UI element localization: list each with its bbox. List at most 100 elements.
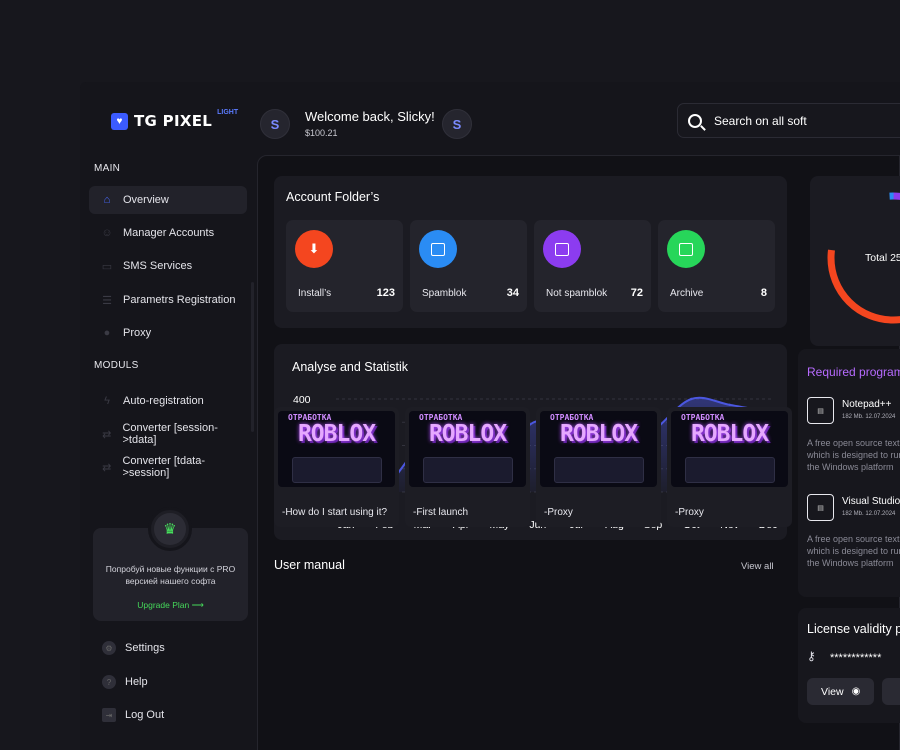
main-panel: Account Folder’s ⬇ Install’s 123 Spamblo… xyxy=(257,155,900,750)
app-window: ♥ TG PIXEL LIGHT S Welcome back, Slicky!… xyxy=(80,82,900,750)
notepad-icon[interactable]: ▤ xyxy=(807,397,834,424)
program-meta: 182 Mb. 12.07.2024 xyxy=(842,511,896,517)
folder-count: 72 xyxy=(630,287,643,299)
convert-icon: ⇄ xyxy=(102,428,112,441)
sidebar-item-label: Overview xyxy=(123,194,169,206)
sidebar-item-parametrs-registration[interactable]: ☰ Parametrs Registration xyxy=(89,286,247,314)
brand-tag: LIGHT xyxy=(217,108,239,116)
account-folders-card: Account Folder’s ⬇ Install’s 123 Spamblo… xyxy=(274,176,787,328)
sidebar-scrollbar[interactable] xyxy=(251,282,254,432)
program-name[interactable]: Visual Studio Code xyxy=(842,496,900,507)
sidebar-item-converter-session-tdata[interactable]: ⇄ Converter [session->tdata] xyxy=(89,420,247,448)
program-meta: 182 Mb. 12.07.2024 xyxy=(842,414,896,420)
thumbnail-art: ROBLOX xyxy=(559,421,638,447)
message-icon: ▭ xyxy=(101,260,113,273)
welcome-text: Welcome back, Slicky! xyxy=(305,109,435,124)
sidebar-item-label: Log Out xyxy=(125,709,165,721)
sidebar-item-label: Settings xyxy=(125,642,165,654)
section-title-main: MAIN xyxy=(94,163,121,174)
sidebar-item-sms-services[interactable]: ▭ SMS Services xyxy=(89,252,247,280)
manual-card[interactable]: ОТРАБОТКА ROBLOX -How do I start using i… xyxy=(274,407,399,527)
secondary-button[interactable] xyxy=(882,678,900,705)
heart-icon: ♥ xyxy=(111,112,128,130)
manual-thumbnail: ОТРАБОТКА ROBLOX xyxy=(278,411,395,487)
program-desc: A free open source text editor, which is… xyxy=(807,438,900,472)
manual-card[interactable]: ОТРАБОТКА ROBLOX -Proxy xyxy=(667,407,792,527)
thumbnail-art-top: ОТРАБОТКА xyxy=(550,413,594,422)
sidebar-item-label: Parametrs Registration xyxy=(123,294,236,306)
sidebar-item-label: Converter [tdata->session] xyxy=(122,455,206,479)
sidebar-item-auto-registration[interactable]: ϟ Auto-registration xyxy=(89,387,247,415)
convert-icon: ⇄ xyxy=(102,461,112,474)
required-program-title: Required program xyxy=(807,365,900,379)
manual-caption: -First launch xyxy=(413,507,469,518)
key-icon: ⚷ xyxy=(807,649,816,663)
manual-caption: -Proxy xyxy=(544,507,573,518)
sidebar-item-help[interactable]: ? Help xyxy=(102,675,148,689)
thumbnail-art-top: ОТРАБОТКА xyxy=(288,413,332,422)
help-icon: ? xyxy=(102,675,116,689)
folder-count: 123 xyxy=(376,287,395,299)
sidebar-item-converter-tdata-session[interactable]: ⇄ Converter [tdata->session] xyxy=(89,453,247,481)
archive-up-icon xyxy=(543,230,581,268)
thumbnail-art: ROBLOX xyxy=(690,421,769,447)
donut-chart xyxy=(827,192,900,324)
brand-name: TG PIXEL xyxy=(134,112,213,130)
thumbnail-art-top: ОТРАБОТКА xyxy=(681,413,725,422)
globe-icon: ● xyxy=(103,327,111,339)
view-all-link[interactable]: View all xyxy=(741,561,774,572)
data-point-oct xyxy=(690,397,693,401)
sidebar-item-settings[interactable]: ⚙ Settings xyxy=(102,641,165,655)
download-icon: ⬇ xyxy=(295,230,333,268)
data-point-nov xyxy=(728,403,731,407)
folder-archive[interactable]: Archive 8 xyxy=(658,220,775,312)
sidebar-item-overview[interactable]: ⌂ Overview xyxy=(89,186,247,214)
search-input[interactable] xyxy=(714,113,894,128)
required-program-card: Required program ▤ Notepad++ 182 Mb. 12.… xyxy=(798,349,900,597)
crown-badge: ♛ xyxy=(148,507,192,551)
folder-count: 8 xyxy=(760,287,767,299)
folder-count: 34 xyxy=(506,287,519,299)
folder-not-spamblok[interactable]: Not spamblok 72 xyxy=(534,220,651,312)
folder-installs[interactable]: ⬇ Install’s 123 xyxy=(286,220,403,312)
user-manual-title: User manual xyxy=(274,558,345,572)
logout-icon: ⇥ xyxy=(102,708,116,722)
manual-caption: -How do I start using it? xyxy=(282,507,388,518)
account-folders-title: Account Folder’s xyxy=(286,190,380,204)
promo-text: Попробуй новые функции с PRO версией наш… xyxy=(105,564,236,586)
sidebar-item-log-out[interactable]: ⇥ Log Out xyxy=(102,708,164,722)
user-icon: ☺ xyxy=(101,227,113,239)
folder-label: Archive xyxy=(670,288,704,299)
section-title-modules: MODULS xyxy=(94,360,139,371)
vscode-icon[interactable]: ▤ xyxy=(807,494,834,521)
manual-card[interactable]: ОТРАБОТКА ROBLOX -First launch xyxy=(405,407,530,527)
chart-title: Analyse and Statistik xyxy=(292,360,409,374)
view-button[interactable]: View ◉ xyxy=(807,678,874,705)
donut-total-label: Total 25 xyxy=(865,252,900,264)
program-name[interactable]: Notepad++ xyxy=(842,399,892,410)
thumbnail-dashboard xyxy=(554,457,644,483)
search-box[interactable] xyxy=(677,103,900,138)
upgrade-plan-link[interactable]: Upgrade Plan ⟶ xyxy=(137,600,204,610)
manual-thumbnail: ОТРАБОТКА ROBLOX xyxy=(671,411,788,487)
avatar[interactable]: S xyxy=(260,109,290,139)
crown-icon: ♛ xyxy=(154,513,186,545)
wallet-icon[interactable]: S xyxy=(442,109,472,139)
thumbnail-dashboard xyxy=(423,457,513,483)
folder-spamblok[interactable]: Spamblok 34 xyxy=(410,220,527,312)
thumbnail-art: ROBLOX xyxy=(297,421,376,447)
eye-icon: ◉ xyxy=(851,686,861,697)
sidebar-item-label: Help xyxy=(125,676,148,688)
gear-icon: ⚙ xyxy=(102,641,116,655)
donut-segment-orange xyxy=(827,192,900,324)
thumbnail-dashboard xyxy=(685,457,775,483)
manual-card[interactable]: ОТРАБОТКА ROBLOX -Proxy xyxy=(536,407,661,527)
sidebar-item-proxy[interactable]: ● Proxy xyxy=(89,319,247,347)
logo[interactable]: ♥ TG PIXEL LIGHT xyxy=(111,108,239,130)
sidebar-item-label: Converter [session->tdata] xyxy=(122,422,218,446)
program-desc: A free open source text editor, which is… xyxy=(807,534,900,568)
total-donut-card: Total 25 xyxy=(810,176,900,346)
folder-label: Not spamblok xyxy=(546,288,608,299)
sidebar-item-manager-accounts[interactable]: ☺ Manager Accounts xyxy=(89,219,247,247)
home-icon: ⌂ xyxy=(103,194,111,206)
